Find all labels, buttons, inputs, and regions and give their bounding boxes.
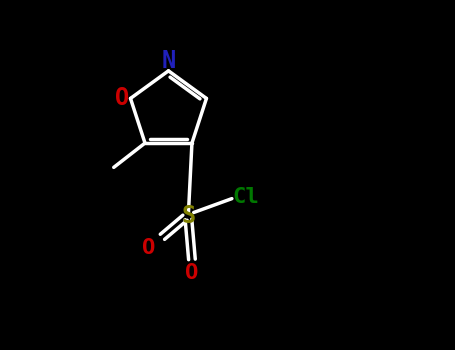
Text: Cl: Cl	[233, 187, 259, 207]
Text: O: O	[142, 238, 155, 258]
Text: N: N	[162, 49, 176, 73]
Text: O: O	[185, 262, 199, 282]
Text: S: S	[182, 204, 196, 228]
Text: O: O	[115, 86, 129, 110]
